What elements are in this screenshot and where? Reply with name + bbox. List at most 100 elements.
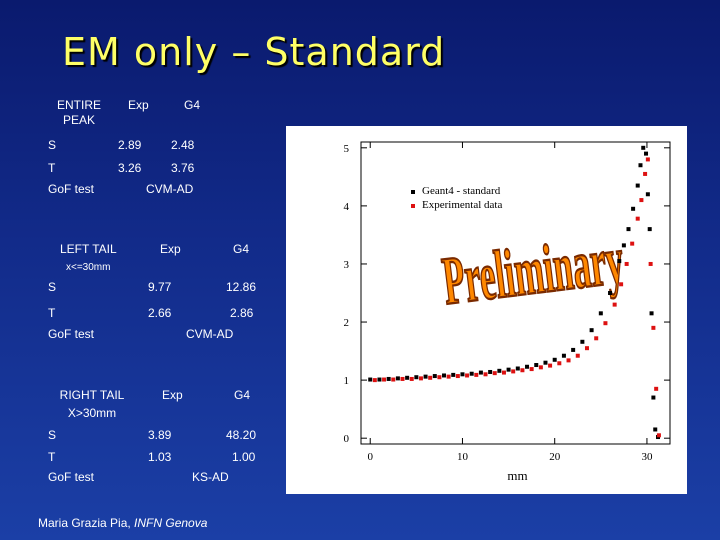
header-g4: G4 <box>184 98 201 112</box>
exp-point <box>630 241 635 246</box>
y-tick-label: 4 <box>344 201 350 213</box>
gof-value: KS-AD <box>192 470 229 484</box>
legend-entry: Experimental data <box>422 199 502 211</box>
author-name: Maria Grazia Pia, <box>38 516 135 530</box>
g4-point <box>589 328 594 333</box>
g4-point <box>651 395 656 400</box>
header-line-2: PEAK <box>62 113 95 127</box>
g4-point <box>580 339 585 344</box>
exp-point <box>656 433 661 438</box>
exp-point <box>391 377 396 382</box>
exp-point <box>529 367 534 372</box>
exp-point <box>594 336 599 341</box>
row-g4: 2.48 <box>171 138 195 152</box>
header-g4: G4 <box>234 388 251 402</box>
exp-point <box>651 325 656 330</box>
g4-point <box>534 363 539 368</box>
g4-point <box>617 259 622 264</box>
author-footer: Maria Grazia Pia, INFN Genova <box>38 516 207 530</box>
x-tick-label: 30 <box>641 451 653 463</box>
exp-point <box>474 372 479 377</box>
g4-point <box>377 377 382 382</box>
row-label: T <box>48 161 56 175</box>
exp-point <box>624 261 629 266</box>
row-g4: 12.86 <box>226 280 257 294</box>
exp-point <box>465 373 470 378</box>
exp-point <box>372 378 377 383</box>
x-tick-label: 0 <box>367 451 373 463</box>
g4-point <box>451 372 456 377</box>
g4-point <box>488 369 493 374</box>
table-header-label: ENTIRE PEAK <box>48 98 110 128</box>
g4-point <box>598 311 603 316</box>
row-label: S <box>48 428 57 442</box>
g4-point <box>386 376 391 381</box>
exp-point <box>520 368 525 373</box>
exp-point <box>584 346 589 351</box>
exp-point <box>648 261 653 266</box>
row-g4: 2.86 <box>230 306 254 320</box>
g4-point <box>442 373 447 378</box>
exp-point <box>409 376 414 381</box>
row-label: T <box>48 450 56 464</box>
exp-point <box>575 353 580 358</box>
row-g4: 3.76 <box>171 161 195 175</box>
g4-point <box>515 366 520 371</box>
row-exp: 2.66 <box>148 306 172 320</box>
header-exp: Exp <box>160 242 181 256</box>
g4-point <box>478 370 483 375</box>
plot-frame <box>360 141 671 445</box>
exp-point <box>566 358 571 363</box>
g4-point <box>432 374 437 379</box>
g4-point <box>552 357 557 362</box>
x-tick-label: 20 <box>549 451 561 463</box>
exp-point <box>603 321 608 326</box>
y-tick-label: 0 <box>344 433 350 445</box>
g4-point <box>571 347 576 352</box>
exp-point <box>557 361 562 366</box>
g4-point <box>621 243 626 248</box>
row-label: S <box>48 138 57 152</box>
author-affiliation: INFN Genova <box>134 516 208 530</box>
g4-point <box>608 291 613 295</box>
exp-point <box>501 370 506 375</box>
gof-label: GoF test <box>48 327 95 341</box>
header-label: LEFT TAIL <box>60 242 117 256</box>
exp-point <box>645 157 650 162</box>
g4-point <box>653 427 658 432</box>
exp-point <box>639 198 644 203</box>
x-tick-label: 10 <box>457 451 469 463</box>
g4-point <box>635 183 640 188</box>
table-entire-peak: ENTIRE PEAK Exp G4 S 2.89 2.48 T 3.26 3.… <box>48 98 248 198</box>
row-g4: 48.20 <box>226 428 257 442</box>
exp-point <box>538 365 543 370</box>
g4-point <box>649 311 654 316</box>
row-exp: 1.03 <box>148 450 172 464</box>
y-tick-label: 3 <box>344 259 350 271</box>
row-exp: 9.77 <box>148 280 172 294</box>
row-label: S <box>48 280 57 294</box>
table-header-label: RIGHT TAIL X>30mm <box>48 388 136 421</box>
g4-point <box>645 192 650 197</box>
gof-value: CVM-AD <box>186 327 234 341</box>
header-line-1: RIGHT TAIL <box>59 388 125 402</box>
g4-point <box>644 151 649 156</box>
g4-point <box>414 375 419 380</box>
g4-point <box>641 145 646 150</box>
y-tick-label: 5 <box>344 143 350 155</box>
row-exp: 3.89 <box>148 428 172 442</box>
header-exp: Exp <box>128 98 149 112</box>
row-label: T <box>48 306 56 320</box>
gof-value: CVM-AD <box>146 182 194 196</box>
exp-point <box>455 374 460 379</box>
energy-deposit-chart: 0 1 2 3 4 5 0 10 20 30 mm Preliminary Geant4 - stand… <box>344 141 671 483</box>
exp-point <box>619 282 624 287</box>
exp-point <box>492 371 497 376</box>
header-g4: G4 <box>233 242 250 256</box>
legend-marker <box>411 204 415 208</box>
g4-point <box>405 375 410 380</box>
header-line-2: X>30mm <box>67 406 117 420</box>
g4-point <box>525 364 530 369</box>
row-g4: 1.00 <box>232 450 256 464</box>
exp-point <box>483 372 488 377</box>
